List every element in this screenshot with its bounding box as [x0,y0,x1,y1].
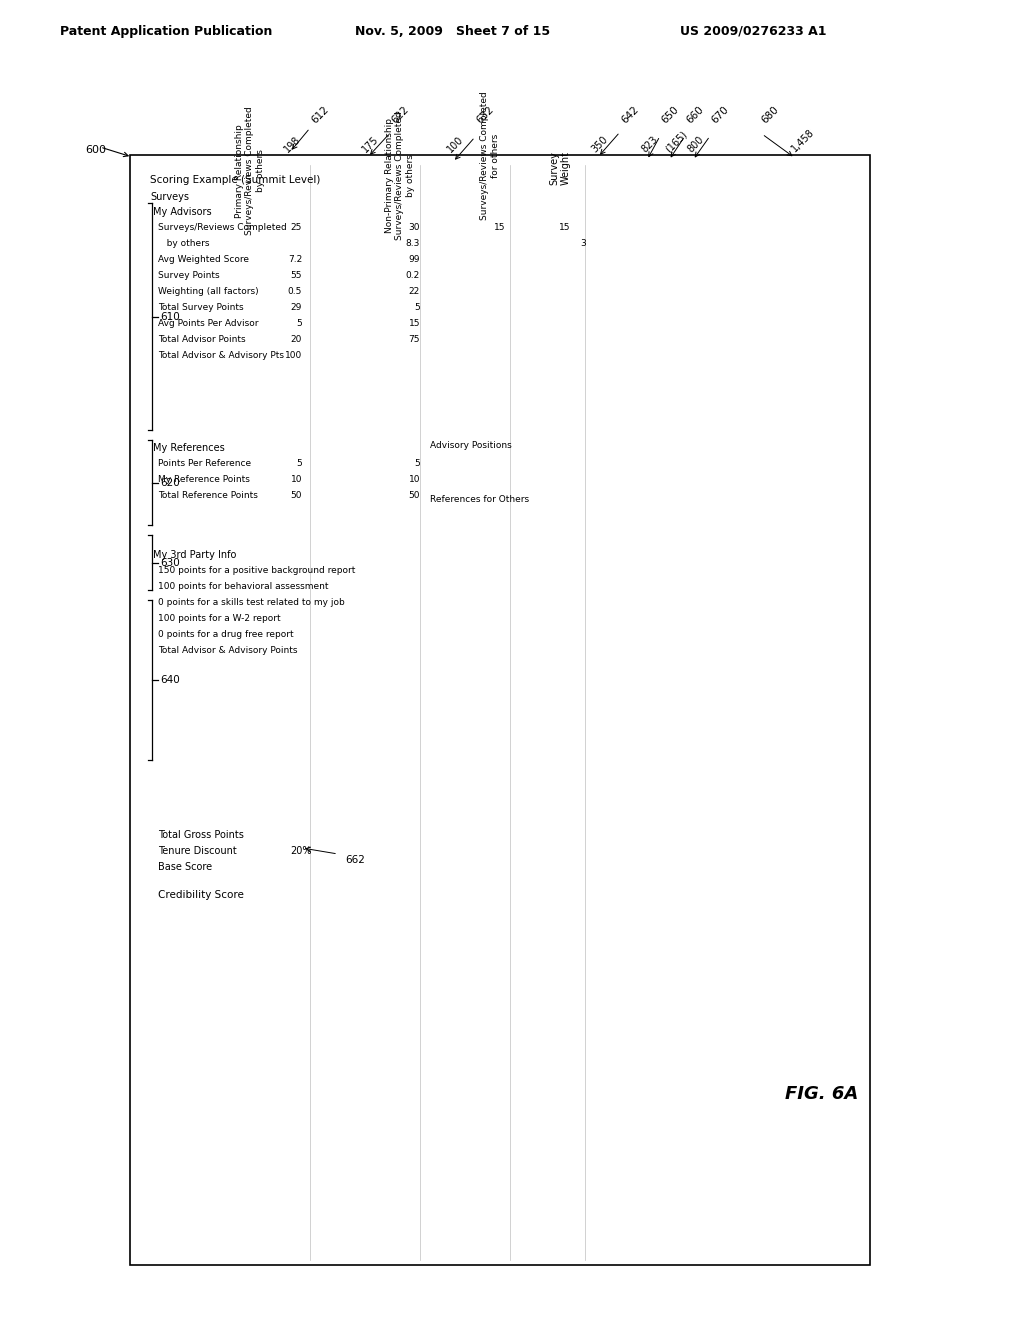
Text: 55: 55 [291,271,302,280]
Text: Scoring Example (Summit Level): Scoring Example (Summit Level) [150,176,321,185]
Text: 0.5: 0.5 [288,286,302,296]
Text: 5: 5 [415,304,420,312]
Text: 150 points for a positive background report: 150 points for a positive background rep… [158,566,355,576]
Text: 100: 100 [445,133,465,154]
Text: 22: 22 [409,286,420,296]
Text: Total Advisor & Advisory Points: Total Advisor & Advisory Points [158,645,298,655]
Text: Non-Primary Relationship
Surveys/Reviews Completed
by others: Non-Primary Relationship Surveys/Reviews… [385,111,415,240]
Text: Tenure Discount: Tenure Discount [158,846,237,855]
Text: 800: 800 [686,133,707,154]
Text: 600: 600 [85,145,106,154]
Text: Total Advisor & Advisory Pts: Total Advisor & Advisory Pts [158,351,284,360]
Text: 622: 622 [390,104,411,125]
Text: 630: 630 [160,558,180,568]
Text: by others: by others [158,239,210,248]
Text: Total Gross Points: Total Gross Points [158,830,244,840]
Text: 5: 5 [296,319,302,327]
Text: 20: 20 [291,335,302,345]
Text: 670: 670 [710,104,731,125]
Text: 350: 350 [590,133,610,154]
Text: 20%: 20% [290,846,311,855]
Text: 650: 650 [660,104,681,125]
Text: My Advisors: My Advisors [153,207,212,216]
Text: 175: 175 [360,133,380,154]
Text: 662: 662 [345,855,365,865]
Text: 29: 29 [291,304,302,312]
Text: Surveys: Surveys [150,191,189,202]
Text: 660: 660 [685,104,706,125]
Bar [130,154,870,1265]
Text: Avg Weighted Score: Avg Weighted Score [158,255,249,264]
Text: 75: 75 [409,335,420,345]
Text: 823: 823 [640,133,660,154]
Text: (165): (165) [663,128,688,154]
Text: Nov. 5, 2009   Sheet 7 of 15: Nov. 5, 2009 Sheet 7 of 15 [355,25,550,38]
Text: 5: 5 [296,459,302,469]
Text: 632: 632 [475,104,496,125]
Text: 198: 198 [282,133,302,154]
Text: 8.3: 8.3 [406,239,420,248]
Text: Total Advisor Points: Total Advisor Points [158,335,246,345]
Text: Points Per Reference: Points Per Reference [158,459,251,469]
Text: 100 points for behavioral assessment: 100 points for behavioral assessment [158,582,329,591]
Text: Advisory Positions: Advisory Positions [430,441,512,450]
Text: Weighting (all factors): Weighting (all factors) [158,286,259,296]
Text: 99: 99 [409,255,420,264]
Text: My 3rd Party Info: My 3rd Party Info [153,550,237,560]
Text: 0.2: 0.2 [406,271,420,280]
Text: 25: 25 [291,223,302,232]
Text: 610: 610 [160,312,180,322]
Text: 612: 612 [310,104,331,125]
Text: References for Others: References for Others [430,495,529,504]
Text: Total Reference Points: Total Reference Points [158,491,258,500]
Text: 680: 680 [760,104,781,125]
Text: Survey Points: Survey Points [158,271,219,280]
Text: My References: My References [153,444,224,453]
Text: 0 points for a drug free report: 0 points for a drug free report [158,630,294,639]
Text: 640: 640 [160,675,180,685]
Text: FIG. 6A: FIG. 6A [785,1085,858,1104]
Text: Survey
Weight: Survey Weight [549,150,570,185]
Text: 100 points for a W-2 report: 100 points for a W-2 report [158,614,281,623]
Text: 10: 10 [409,475,420,484]
Text: 7.2: 7.2 [288,255,302,264]
Text: 50: 50 [409,491,420,500]
Text: Credibility Score: Credibility Score [158,890,244,900]
Text: Patent Application Publication: Patent Application Publication [60,25,272,38]
Text: Base Score: Base Score [158,862,212,873]
Text: Total Survey Points: Total Survey Points [158,304,244,312]
Text: Surveys/Reviews Completed
for others: Surveys/Reviews Completed for others [480,91,500,220]
Text: Surveys/Reviews Completed: Surveys/Reviews Completed [158,223,287,232]
Text: 0 points for a skills test related to my job: 0 points for a skills test related to my… [158,598,345,607]
Text: 620: 620 [160,478,180,488]
Text: My Reference Points: My Reference Points [158,475,250,484]
Text: Primary Relationship
Surveys/Reviews Completed
by others: Primary Relationship Surveys/Reviews Com… [236,106,265,235]
Text: 30: 30 [409,223,420,232]
Text: Avg Points Per Advisor: Avg Points Per Advisor [158,319,258,327]
Text: 100: 100 [285,351,302,360]
Text: 1,458: 1,458 [790,127,817,154]
Text: US 2009/0276233 A1: US 2009/0276233 A1 [680,25,826,38]
Text: 15: 15 [559,223,570,232]
Text: 5: 5 [415,459,420,469]
Text: 15: 15 [409,319,420,327]
Text: 10: 10 [291,475,302,484]
Text: 3: 3 [581,239,586,248]
Text: 642: 642 [620,104,641,125]
Text: 50: 50 [291,491,302,500]
Text: 15: 15 [495,223,506,232]
